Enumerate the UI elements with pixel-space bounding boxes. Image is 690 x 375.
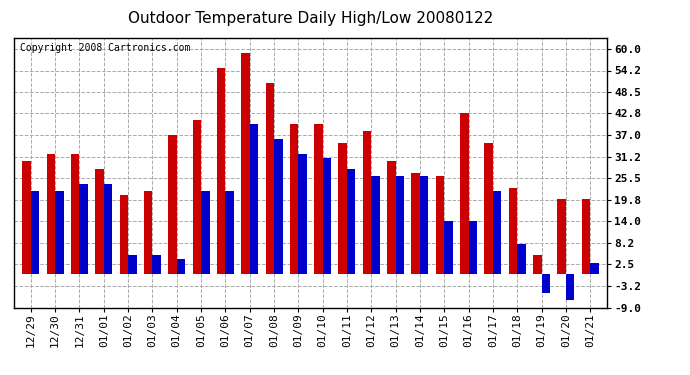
- Bar: [152, 255, 161, 274]
- Bar: [104, 184, 112, 274]
- Text: Copyright 2008 Cartronics.com: Copyright 2008 Cartronics.com: [20, 43, 190, 53]
- Bar: [582, 199, 590, 274]
- Bar: [128, 255, 137, 274]
- Bar: [144, 191, 152, 274]
- Bar: [469, 221, 477, 274]
- Bar: [217, 68, 226, 274]
- Bar: [226, 191, 234, 274]
- Bar: [558, 199, 566, 274]
- Bar: [411, 172, 420, 274]
- Bar: [193, 120, 201, 274]
- Bar: [533, 255, 542, 274]
- Bar: [363, 131, 371, 274]
- Bar: [95, 169, 104, 274]
- Bar: [347, 169, 355, 274]
- Bar: [314, 124, 323, 274]
- Bar: [71, 154, 79, 274]
- Bar: [518, 244, 526, 274]
- Bar: [250, 124, 258, 274]
- Bar: [460, 112, 469, 274]
- Bar: [542, 274, 550, 292]
- Bar: [274, 139, 282, 274]
- Bar: [444, 221, 453, 274]
- Bar: [298, 154, 307, 274]
- Bar: [566, 274, 574, 300]
- Bar: [266, 82, 274, 274]
- Bar: [509, 188, 518, 274]
- Bar: [201, 191, 210, 274]
- Bar: [484, 142, 493, 274]
- Bar: [436, 176, 444, 274]
- Bar: [177, 259, 185, 274]
- Bar: [590, 262, 599, 274]
- Bar: [387, 161, 395, 274]
- Bar: [22, 161, 31, 274]
- Bar: [371, 176, 380, 274]
- Bar: [493, 191, 502, 274]
- Bar: [55, 191, 63, 274]
- Bar: [168, 135, 177, 274]
- Bar: [420, 176, 428, 274]
- Bar: [47, 154, 55, 274]
- Bar: [241, 53, 250, 274]
- Bar: [290, 124, 298, 274]
- Bar: [119, 195, 128, 274]
- Bar: [395, 176, 404, 274]
- Bar: [323, 158, 331, 274]
- Text: Outdoor Temperature Daily High/Low 20080122: Outdoor Temperature Daily High/Low 20080…: [128, 11, 493, 26]
- Bar: [79, 184, 88, 274]
- Bar: [31, 191, 39, 274]
- Bar: [339, 142, 347, 274]
